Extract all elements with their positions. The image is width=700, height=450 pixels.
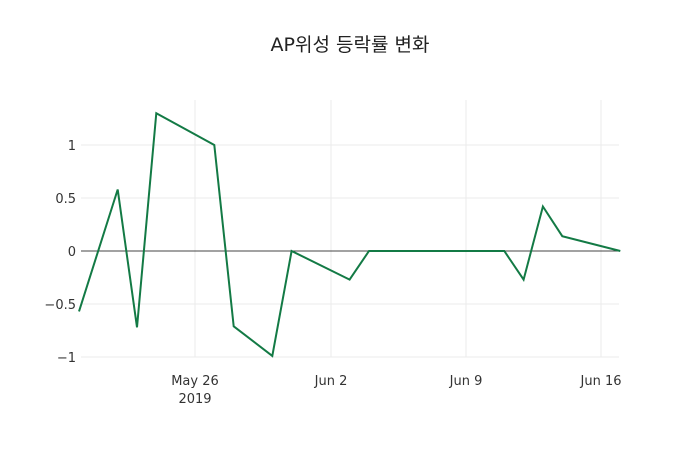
data-series [78,111,621,358]
x-tick: Jun 16 [580,374,622,389]
y-tick: 1 [68,139,76,154]
chart-title: AP위성 등락률 변화 [270,34,430,56]
y-tick: −1 [57,351,76,366]
x-axis: May 26 2019 Jun 2 Jun 9 Jun 16 [171,374,621,407]
y-axis: 1 0.5 0 −0.5 −1 [44,139,76,366]
x-tick-year: 2019 [178,392,211,407]
x-tick: Jun 9 [449,374,483,389]
y-tick: 0.5 [55,192,76,207]
y-tick: 0 [68,245,76,260]
series-line [78,111,621,358]
gridlines [81,100,619,358]
x-tick: Jun 2 [314,374,348,389]
y-tick: −0.5 [44,298,76,313]
x-tick: May 26 [171,374,219,389]
